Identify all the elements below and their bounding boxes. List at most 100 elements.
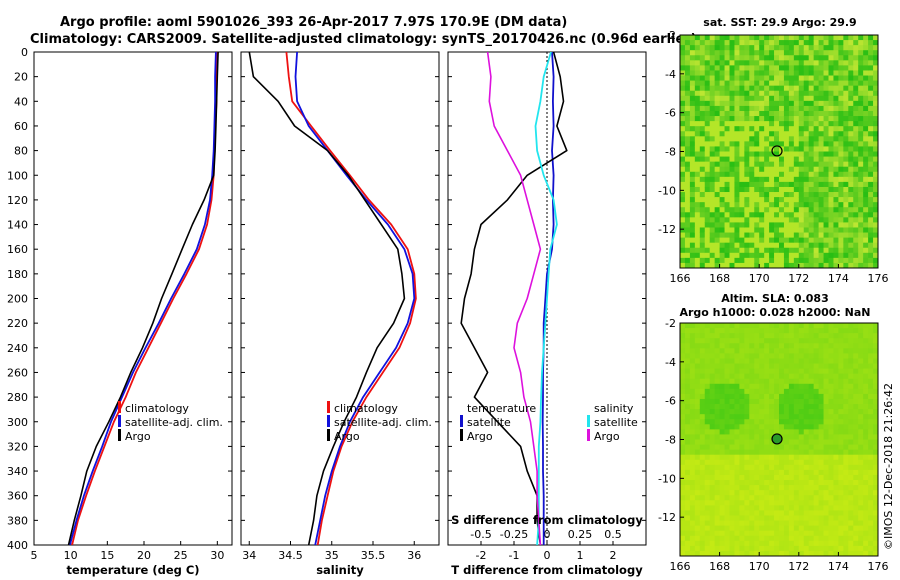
- map-cell: [749, 197, 755, 203]
- map-cell: [803, 469, 810, 476]
- map-cell: [694, 121, 701, 127]
- map-cell: [813, 525, 819, 532]
- map-cell: [774, 515, 780, 521]
- map-cell: [774, 373, 780, 380]
- map-cell: [828, 121, 834, 127]
- map-cell: [699, 40, 706, 46]
- map-cell: [680, 156, 686, 163]
- map-cell: [803, 490, 810, 496]
- map-cell: [714, 186, 720, 193]
- map-cell: [734, 505, 740, 511]
- map-cell: [744, 363, 750, 369]
- map-cell: [783, 454, 790, 461]
- map-cell: [684, 439, 691, 445]
- map-cell: [853, 348, 859, 354]
- map-cell: [704, 545, 711, 552]
- map-cell: [838, 398, 844, 405]
- map-cell: [808, 459, 815, 466]
- map-cell: [818, 434, 824, 440]
- map-cell: [828, 176, 834, 183]
- map-cell: [788, 363, 795, 369]
- map-x-tick-label: 166: [670, 272, 691, 285]
- map-cell: [704, 393, 711, 400]
- map-cell: [868, 333, 874, 339]
- map-cell: [739, 388, 745, 395]
- map-cell: [853, 55, 859, 61]
- map-cell: [719, 161, 725, 168]
- map-cell: [868, 358, 874, 364]
- map-cell: [783, 338, 790, 344]
- map-cell: [754, 60, 760, 66]
- map-cell: [704, 338, 711, 344]
- map-cell: [788, 409, 795, 415]
- map-cell: [704, 459, 711, 466]
- map-cell: [818, 242, 824, 249]
- map-cell: [729, 490, 735, 496]
- map-cell: [783, 495, 790, 501]
- map-cell: [719, 378, 725, 385]
- map-cell: [833, 343, 839, 349]
- map-cell: [808, 353, 815, 359]
- map-cell: [813, 338, 819, 344]
- map-cell: [793, 414, 800, 420]
- legend-label-climatology: climatology: [334, 402, 398, 415]
- map-cell: [724, 186, 730, 193]
- map-cell: [744, 197, 750, 203]
- map-cell: [779, 530, 785, 537]
- map-cell: [798, 237, 805, 244]
- map-cell: [843, 131, 849, 137]
- map-cell: [729, 176, 735, 183]
- map-cell: [734, 454, 740, 461]
- map-cell: [868, 242, 874, 249]
- map-cell: [739, 237, 745, 244]
- map-cell: [808, 151, 815, 157]
- map-cell: [798, 464, 805, 471]
- map-cell: [689, 398, 696, 405]
- map-cell: [873, 227, 879, 233]
- map-cell: [764, 439, 770, 445]
- map-cell: [863, 464, 869, 471]
- map-cell: [848, 121, 854, 127]
- map-cell: [868, 80, 874, 87]
- map-cell: [823, 166, 829, 173]
- map-cell: [843, 485, 849, 491]
- map-cell: [764, 520, 770, 527]
- map-cell: [729, 202, 735, 208]
- map-cell: [873, 530, 879, 537]
- map-cell: [858, 419, 864, 425]
- map-cell: [774, 197, 780, 203]
- map-cell: [793, 70, 800, 76]
- map-cell: [684, 363, 691, 369]
- map-cell: [729, 500, 735, 506]
- map-cell: [843, 409, 849, 415]
- map-cell: [779, 181, 785, 188]
- map-cell: [863, 323, 869, 329]
- legend-swatch-s-argo: [587, 429, 590, 441]
- map-cell: [838, 338, 844, 344]
- map-cell: [719, 90, 725, 97]
- map-cell: [818, 171, 824, 178]
- map-cell: [699, 45, 706, 51]
- map-cell: [684, 510, 691, 516]
- map-cell: [749, 373, 755, 380]
- map-cell: [793, 480, 800, 486]
- map-cell: [719, 368, 725, 375]
- map-cell: [754, 151, 760, 157]
- map-cell: [714, 490, 720, 496]
- map-cell: [823, 444, 829, 451]
- map-cell: [838, 429, 844, 435]
- map-cell: [823, 161, 829, 168]
- map-cell: [858, 85, 864, 92]
- map-cell: [709, 171, 716, 178]
- map-cell: [853, 378, 859, 385]
- map-cell: [803, 353, 810, 359]
- map-cell: [788, 464, 795, 471]
- map-cell: [863, 525, 869, 532]
- legend-swatch-climatology: [118, 401, 121, 413]
- map-cell: [858, 348, 864, 354]
- map-cell: [838, 166, 844, 173]
- map-cell: [853, 65, 859, 71]
- map-cell: [868, 232, 874, 239]
- map-cell: [724, 202, 730, 208]
- map-cell: [858, 55, 864, 61]
